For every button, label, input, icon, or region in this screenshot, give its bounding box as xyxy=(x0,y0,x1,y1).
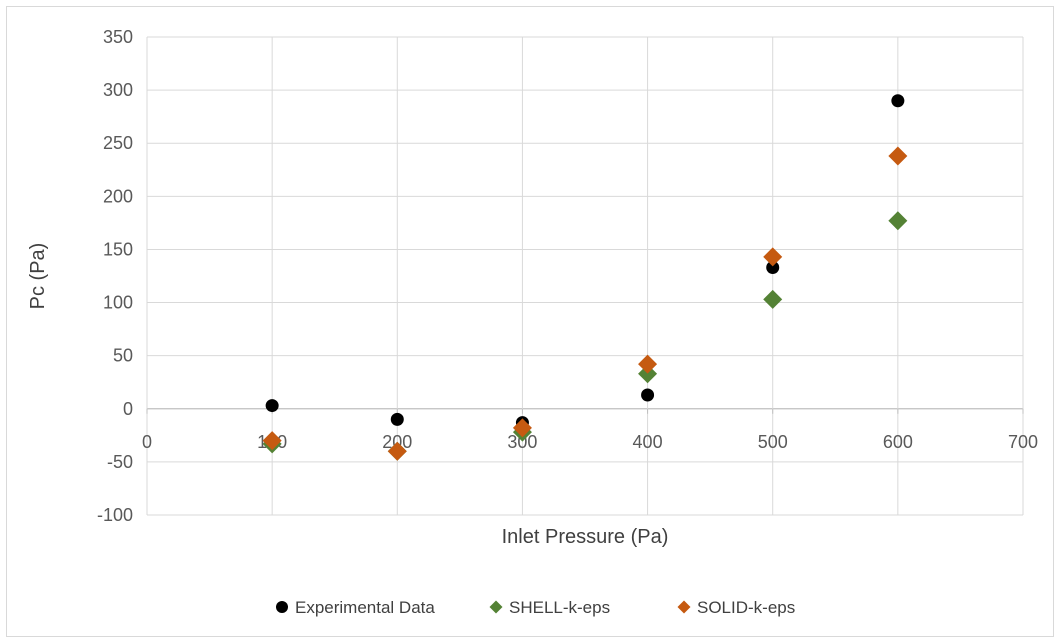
data-point xyxy=(387,441,407,461)
y-tick-label: 150 xyxy=(103,239,133,259)
data-point xyxy=(763,289,783,309)
x-tick-label: 300 xyxy=(507,432,537,452)
y-tick-label: 0 xyxy=(123,399,133,419)
x-tick-label: 400 xyxy=(633,432,663,452)
x-tick-label: 500 xyxy=(758,432,788,452)
data-point xyxy=(262,431,282,451)
series-3 xyxy=(262,146,908,461)
grid-lines xyxy=(146,36,1024,516)
tick-labels: -100-50050100150200250300350010020030040… xyxy=(97,27,1038,525)
y-tick-label: -50 xyxy=(107,452,133,472)
y-tick-label: 250 xyxy=(103,133,133,153)
series-1 xyxy=(265,94,905,430)
y-axis-title: Pc (Pa) xyxy=(27,243,49,310)
x-tick-label: 0 xyxy=(142,432,152,452)
data-point xyxy=(638,364,658,384)
legend-label: Experimental Data xyxy=(295,598,435,617)
y-tick-label: -100 xyxy=(97,505,133,525)
y-tick-label: 100 xyxy=(103,293,133,313)
data-point xyxy=(638,354,658,374)
data-point xyxy=(265,399,279,413)
data-point xyxy=(512,418,532,438)
x-tick-label: 700 xyxy=(1008,432,1038,452)
data-point xyxy=(641,388,655,402)
data-series xyxy=(262,94,908,461)
data-point xyxy=(888,146,908,166)
data-point xyxy=(766,261,780,275)
y-tick-label: 50 xyxy=(113,346,133,366)
y-tick-label: 200 xyxy=(103,186,133,206)
legend-marker xyxy=(489,600,503,614)
data-point xyxy=(891,94,905,108)
y-tick-label: 300 xyxy=(103,80,133,100)
data-point xyxy=(390,412,404,426)
legend-label: SOLID-k-eps xyxy=(697,598,795,617)
y-tick-label: 350 xyxy=(103,27,133,47)
legend-label: SHELL-k-eps xyxy=(509,598,610,617)
legend: Experimental Data SHELL-k-eps SOLID-k-eps xyxy=(276,598,795,617)
x-tick-label: 600 xyxy=(883,432,913,452)
data-point xyxy=(888,211,908,231)
data-point xyxy=(763,247,783,267)
chart-frame xyxy=(6,6,1054,637)
x-axis-title: Inlet Pressure (Pa) xyxy=(502,526,669,548)
series-2 xyxy=(262,211,908,461)
legend-marker xyxy=(677,600,691,614)
legend-marker xyxy=(276,601,288,613)
